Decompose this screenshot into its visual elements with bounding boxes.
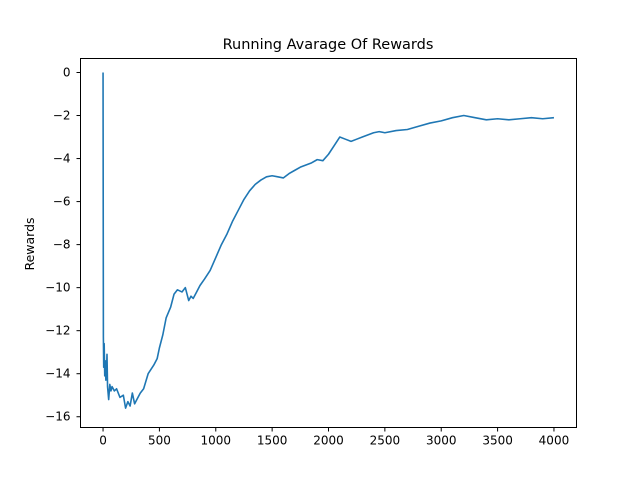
y-axis-label: Rewards xyxy=(22,217,37,270)
y-tick-label: −2 xyxy=(53,109,71,123)
x-tick-label: 500 xyxy=(148,434,171,448)
x-tick-label: 0 xyxy=(99,434,107,448)
x-tick-label: 2500 xyxy=(370,434,401,448)
x-tick-label: 3500 xyxy=(482,434,513,448)
y-tick-label: −4 xyxy=(53,152,71,166)
y-tick-label: −12 xyxy=(45,324,70,338)
plot-area-frame xyxy=(80,58,577,428)
y-tick-label: −14 xyxy=(45,367,70,381)
y-tick-label: −8 xyxy=(53,238,71,252)
chart-title: Running Avarage Of Rewards xyxy=(223,37,434,53)
y-tick-label: −10 xyxy=(45,281,70,295)
x-tick-label: 3000 xyxy=(426,434,457,448)
y-tick-label: 0 xyxy=(63,65,71,79)
x-tick-label: 2000 xyxy=(313,434,344,448)
y-tick-label: −16 xyxy=(45,410,70,424)
data-lines xyxy=(102,72,555,409)
x-tick-label: 1000 xyxy=(200,434,231,448)
y-tick-label: −6 xyxy=(53,195,71,209)
x-tick-label: 4000 xyxy=(539,434,570,448)
axis-ticks: 0 500 1000 1500 2000 2500 3000 3500 4000 0 −2 −4 −6 −… xyxy=(45,65,569,447)
x-tick-label: 1500 xyxy=(257,434,288,448)
series-line xyxy=(102,72,555,409)
